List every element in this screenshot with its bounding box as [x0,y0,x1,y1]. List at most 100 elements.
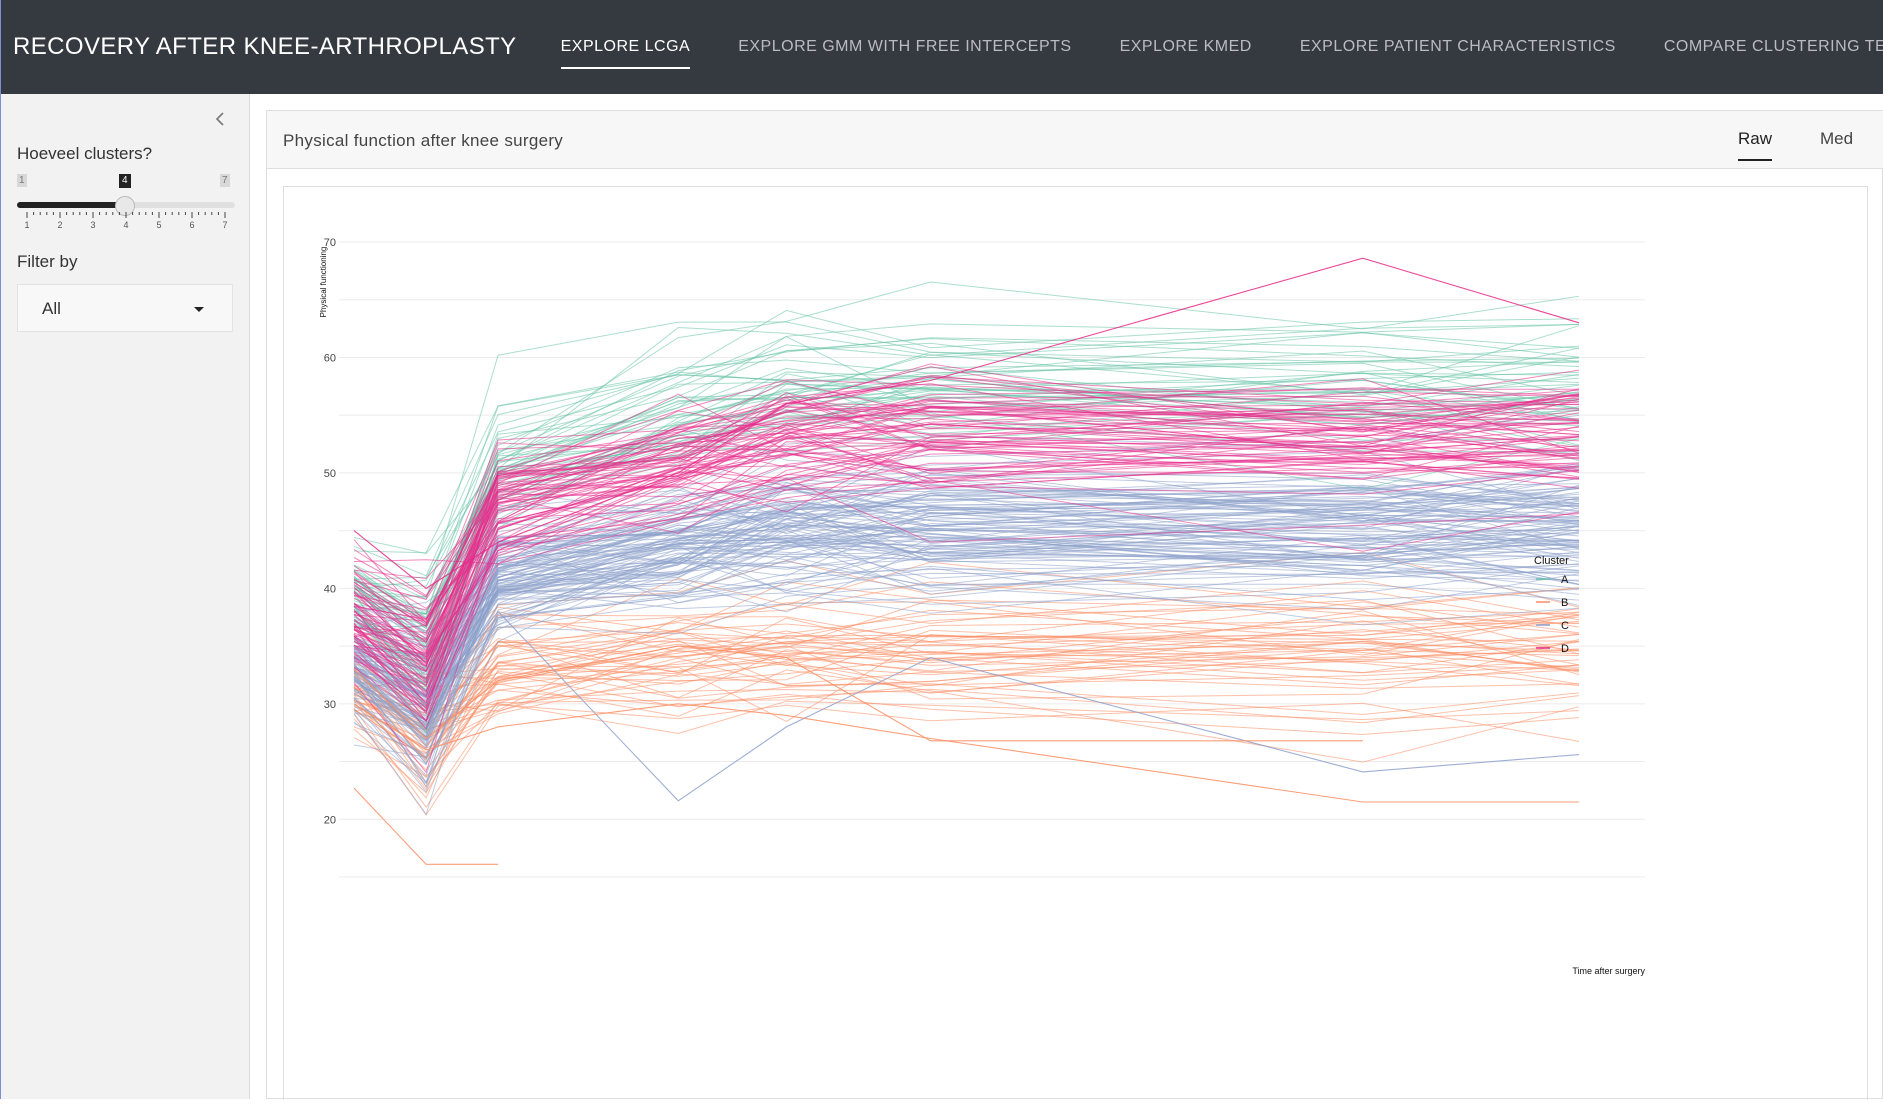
tab-explore-lcga[interactable]: EXPLORE LCGA [560,0,691,94]
trajectory-line-A [353,338,1580,645]
trajectory-line-D [353,424,1580,637]
trajectory-line-C [353,451,1580,724]
app-title: RECOVERY AFTER KNEE-ARTHROPLASTY [13,33,517,60]
trajectory-line-A [353,361,1580,554]
trajectory-line-B [353,664,1580,740]
clusters-label: Hoeveel clusters? [17,144,153,163]
slider-min-label: 1 [17,174,27,187]
trajectory-line-A [353,332,1580,590]
slider-tick-label: 2 [57,220,62,230]
trajectory-line-D [353,257,1580,590]
filter-select[interactable]: All [17,284,233,332]
filter-select-value: All [42,299,61,318]
trajectory-line-B [353,641,1580,758]
chevron-left-icon[interactable] [209,108,231,130]
trajectory-line-D [353,423,1580,597]
slider-tick-marks: 1 2 3 4 5 6 7 [24,212,228,230]
y-tick-label: 70 [324,237,336,249]
trajectory-line-C [353,536,1580,740]
trajectory-line-C [353,486,1580,738]
trajectory-line-C [353,518,1580,785]
trajectory-line-D [353,407,1580,657]
trajectory-line-D [353,399,1580,652]
slider-tick-label: 5 [156,220,161,230]
pill-raw[interactable]: Raw [1738,129,1773,161]
trajectory-line-C [353,462,1580,704]
slider-tick-label: 1 [24,220,29,230]
tab-explore-gmm[interactable]: EXPLORE GMM WITH FREE INTERCEPTS [738,38,1072,55]
trajectory-line-A [353,383,1580,615]
trajectory-line-B [353,703,1579,803]
slider-max-label: 7 [220,174,230,187]
trajectory-line-B [353,687,1580,742]
slider-tick-label: 3 [90,220,95,230]
legend-label: B [1561,597,1568,609]
trajectory-line-D [353,406,1580,620]
top-navbar: RECOVERY AFTER KNEE-ARTHROPLASTY EXPLORE… [0,0,1883,94]
trajectory-line-A [353,281,1580,689]
legend-title: Cluster [1534,555,1569,567]
y-tick-label: 30 [324,699,336,711]
y-tick-label: 60 [324,352,336,364]
trajectory-line-D [353,471,1580,565]
slider-tick-label: 7 [222,220,227,230]
trajectory-line-D [353,416,1580,665]
y-tick-label: 40 [324,583,336,595]
trajectory-line-D [353,445,1580,668]
y-tick-label: 20 [324,814,336,826]
trajectory-line-A [353,321,1580,601]
trajectory-line-D [353,465,1580,610]
trajectory-line-D [353,369,1580,699]
trajectory-line-B [353,599,1580,723]
pill-med[interactable]: Med [1820,129,1854,148]
slider-handle[interactable] [115,196,135,216]
trajectory-line-D [353,395,1580,640]
trajectory-line-D [353,406,1580,680]
clusters-slider[interactable]: 1 4 7 1 2 3 4 5 6 7 [17,174,235,234]
trajectory-line-D [353,440,1580,625]
trajectory-line-B [353,700,1580,735]
tab-explore-patient-characteristics[interactable]: EXPLORE PATIENT CHARACTERISTICS [1299,38,1616,55]
y-tick-label: 50 [324,468,336,480]
trajectory-line-C [353,610,1580,802]
trajectory-line-D [353,434,1580,684]
trajectory-line-D [353,427,1580,661]
trajectory-line-C [353,471,1580,738]
tab-compare-clustering[interactable]: COMPARE CLUSTERING TECHNIQUES [1663,38,1883,55]
slider-tick-label: 6 [189,220,194,230]
trajectory-line-D [353,378,1580,686]
trajectory-line-D [353,391,1580,634]
trajectory-line-B [353,657,1580,809]
legend-label: D [1561,643,1569,655]
trajectory-line-D [353,421,1580,666]
caret-down-icon [194,307,204,312]
y-axis-label: Physical functioning [319,247,328,318]
series-lines [353,257,1580,865]
sidebar: Hoeveel clusters? 1 4 7 1 2 3 4 5 6 7 Filter b… [0,94,250,1099]
grid [339,241,1645,878]
trajectory-line-D [353,389,1580,598]
plot-area: 20 30 40 50 60 70 Physical functioning Time aft… [283,186,1868,1100]
trajectory-line-C [353,503,1580,793]
trajectory-line-B [353,787,499,865]
legend-label: A [1561,574,1569,586]
trajectory-line-D [353,387,1580,663]
trajectory-line-D [353,422,1580,679]
trajectory-line-D [353,409,1580,774]
trajectory-line-C [353,474,1580,730]
trajectory-line-B [353,615,1580,730]
trajectory-line-A [353,309,1580,615]
plot-card: Physical function after knee surgery Raw… [266,110,1883,1100]
slider-tick-label: 4 [123,220,128,230]
legend-label: C [1561,620,1569,632]
trajectory-line-D [353,427,1580,667]
slider-value-label: 4 [119,174,131,188]
trajectory-line-D [353,363,1580,622]
card-header: Physical function after knee surgery Raw… [267,111,1883,169]
tab-explore-kmed[interactable]: EXPLORE KMED [1119,38,1252,55]
filter-label: Filter by [17,252,78,271]
trajectory-line-D [353,397,1580,641]
x-axis-label: Time after surgery [1572,966,1645,976]
